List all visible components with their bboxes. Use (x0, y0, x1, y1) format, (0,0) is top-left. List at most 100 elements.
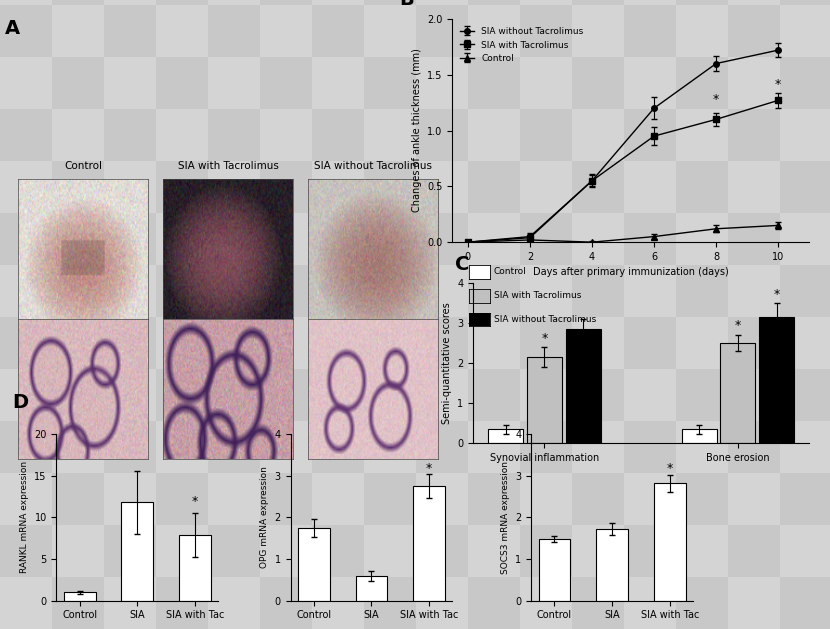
Bar (52, 421, 104, 473)
Bar (208, 5, 260, 57)
Bar (520, 421, 572, 473)
Bar (416, 369, 468, 421)
Bar (780, 525, 830, 577)
Bar (156, 369, 208, 421)
Bar (312, 5, 364, 57)
Bar (728, 525, 780, 577)
Bar (780, 5, 830, 57)
Bar (468, 265, 520, 317)
Bar (572, 265, 624, 317)
Bar (312, 0, 364, 5)
Bar (759, 317, 794, 443)
Bar (676, 161, 728, 213)
Bar (780, 369, 830, 421)
Bar (676, 577, 728, 629)
Bar (468, 0, 520, 5)
Bar (676, 57, 728, 109)
Text: *: * (735, 319, 741, 332)
Bar (624, 577, 676, 629)
Bar (156, 161, 208, 213)
Bar (156, 473, 208, 525)
Bar (468, 317, 520, 369)
Bar (488, 430, 523, 443)
Bar (624, 213, 676, 265)
Bar (520, 473, 572, 525)
Bar (780, 213, 830, 265)
Bar (624, 265, 676, 317)
Bar (260, 577, 312, 629)
Bar (681, 430, 716, 443)
Bar (52, 525, 104, 577)
Bar (312, 473, 364, 525)
Bar (104, 265, 156, 317)
Bar (364, 57, 416, 109)
Bar (0, 265, 52, 317)
Bar (0, 161, 52, 213)
Bar (208, 421, 260, 473)
Bar (572, 317, 624, 369)
Text: *: * (775, 78, 781, 91)
Bar (720, 343, 755, 443)
Bar (260, 473, 312, 525)
Bar (624, 473, 676, 525)
Bar (728, 57, 780, 109)
Bar (416, 0, 468, 5)
Bar (0, 421, 52, 473)
Bar (364, 473, 416, 525)
Bar (312, 369, 364, 421)
Bar (104, 213, 156, 265)
Bar (520, 525, 572, 577)
Bar (0, 369, 52, 421)
Bar (676, 109, 728, 161)
Bar (208, 109, 260, 161)
Bar (312, 213, 364, 265)
Bar (208, 317, 260, 369)
Bar (624, 421, 676, 473)
Bar (676, 5, 728, 57)
Bar (572, 109, 624, 161)
Bar (596, 529, 628, 601)
Bar (52, 57, 104, 109)
Bar (156, 317, 208, 369)
Bar (260, 161, 312, 213)
Bar (572, 0, 624, 5)
Bar (312, 525, 364, 577)
Bar (104, 577, 156, 629)
Bar (539, 539, 570, 601)
Bar (179, 535, 211, 601)
Bar (416, 473, 468, 525)
Bar (468, 109, 520, 161)
Bar (260, 109, 312, 161)
Bar (624, 57, 676, 109)
Bar (208, 0, 260, 5)
Bar (312, 57, 364, 109)
Bar (312, 577, 364, 629)
Bar (156, 213, 208, 265)
Bar (572, 57, 624, 109)
Text: SIA without Tacrolimus: SIA without Tacrolimus (494, 315, 596, 324)
Bar (208, 369, 260, 421)
Bar (520, 213, 572, 265)
Bar (728, 317, 780, 369)
Bar (728, 161, 780, 213)
Text: Control: Control (494, 267, 526, 276)
Bar (728, 5, 780, 57)
Bar (260, 525, 312, 577)
Bar (468, 57, 520, 109)
Bar (416, 317, 468, 369)
Bar (52, 0, 104, 5)
Bar (676, 317, 728, 369)
Bar (64, 593, 95, 601)
Text: SIA without Tacrolimus: SIA without Tacrolimus (314, 161, 432, 171)
Bar (728, 0, 780, 5)
Bar (520, 317, 572, 369)
Bar (104, 525, 156, 577)
Bar (104, 421, 156, 473)
Bar (520, 57, 572, 109)
Bar (364, 369, 416, 421)
Bar (208, 473, 260, 525)
Text: A: A (5, 19, 20, 38)
Bar (572, 213, 624, 265)
Bar (676, 0, 728, 5)
Bar (52, 5, 104, 57)
